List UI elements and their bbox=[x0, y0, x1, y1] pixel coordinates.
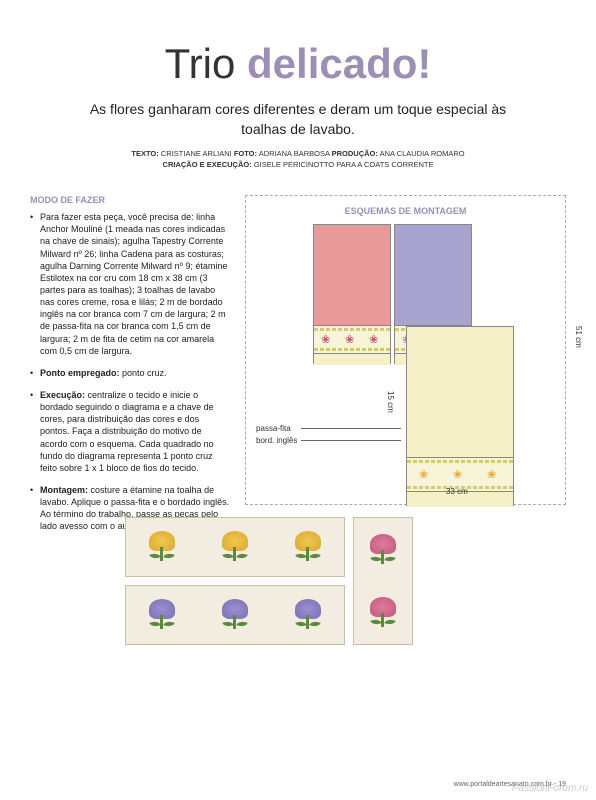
flower-icon bbox=[419, 468, 433, 482]
embroidery-samples bbox=[125, 517, 566, 645]
pointer-line bbox=[301, 428, 401, 429]
dimension-band: 15 cm bbox=[386, 391, 395, 413]
sample-pink-vertical bbox=[353, 517, 413, 645]
towel-body bbox=[314, 225, 390, 325]
title-part1: Trio bbox=[165, 40, 247, 87]
diagram-column: ESQUEMAS DE MONTAGEM bbox=[245, 195, 566, 645]
title-part2: delicado! bbox=[247, 40, 431, 87]
flower-icon bbox=[453, 468, 467, 482]
cross-stitch-flower bbox=[215, 597, 255, 633]
credits-line1: TEXTO: CRISTIANE ARLIANI FOTO: ADRIANA B… bbox=[30, 149, 566, 160]
flower-icon bbox=[369, 333, 383, 347]
subtitle: As flores ganharam cores diferentes e de… bbox=[30, 100, 566, 139]
label-passa-fita: passa-fita bbox=[256, 424, 291, 433]
instruction-item: Execução: centralize o tecido e inicie o… bbox=[30, 389, 230, 474]
towel-body bbox=[407, 327, 513, 457]
cross-stitch-flower bbox=[142, 529, 182, 565]
content-columns: MODO DE FAZER Para fazer esta peça, você… bbox=[30, 195, 566, 645]
sample-purple bbox=[125, 585, 345, 645]
flower-icon bbox=[487, 468, 501, 482]
pointer-line bbox=[301, 440, 401, 441]
assembly-schema: ESQUEMAS DE MONTAGEM bbox=[245, 195, 566, 505]
instruction-item: Ponto empregado: ponto cruz. bbox=[30, 367, 230, 379]
flower-icon bbox=[321, 333, 335, 347]
cross-stitch-flower bbox=[142, 597, 182, 633]
samples-left bbox=[125, 517, 345, 645]
towel-foot bbox=[314, 353, 390, 365]
flower-icon bbox=[345, 333, 359, 347]
towel-body bbox=[395, 225, 471, 325]
credits-line2: CRIAÇÃO E EXECUÇÃO: GISELE PERICINOTTO P… bbox=[30, 160, 566, 171]
label-bord-ingles: bord. inglês bbox=[256, 436, 297, 445]
watermark: PassionForum.ru bbox=[512, 783, 588, 794]
dimension-width: 33 cm bbox=[446, 487, 468, 496]
credits-block: TEXTO: CRISTIANE ARLIANI FOTO: ADRIANA B… bbox=[30, 149, 566, 170]
instructions-header: MODO DE FAZER bbox=[30, 195, 230, 205]
towel-cream bbox=[406, 326, 514, 506]
cross-stitch-flower bbox=[363, 595, 403, 631]
towel-pink bbox=[313, 224, 391, 364]
cross-stitch-flower bbox=[215, 529, 255, 565]
sample-yellow bbox=[125, 517, 345, 577]
cross-stitch-flower bbox=[288, 597, 328, 633]
cross-stitch-flower bbox=[363, 532, 403, 568]
page-title: Trio delicado! bbox=[30, 40, 566, 88]
schema-title: ESQUEMAS DE MONTAGEM bbox=[258, 206, 553, 216]
instruction-item: Para fazer esta peça, você precisa de: l… bbox=[30, 211, 230, 357]
magazine-page: Trio delicado! As flores ganharam cores … bbox=[0, 0, 596, 665]
dimension-height: 51 cm bbox=[574, 326, 583, 348]
towel-band bbox=[314, 325, 390, 353]
towel-band bbox=[407, 457, 513, 491]
cross-stitch-flower bbox=[288, 529, 328, 565]
